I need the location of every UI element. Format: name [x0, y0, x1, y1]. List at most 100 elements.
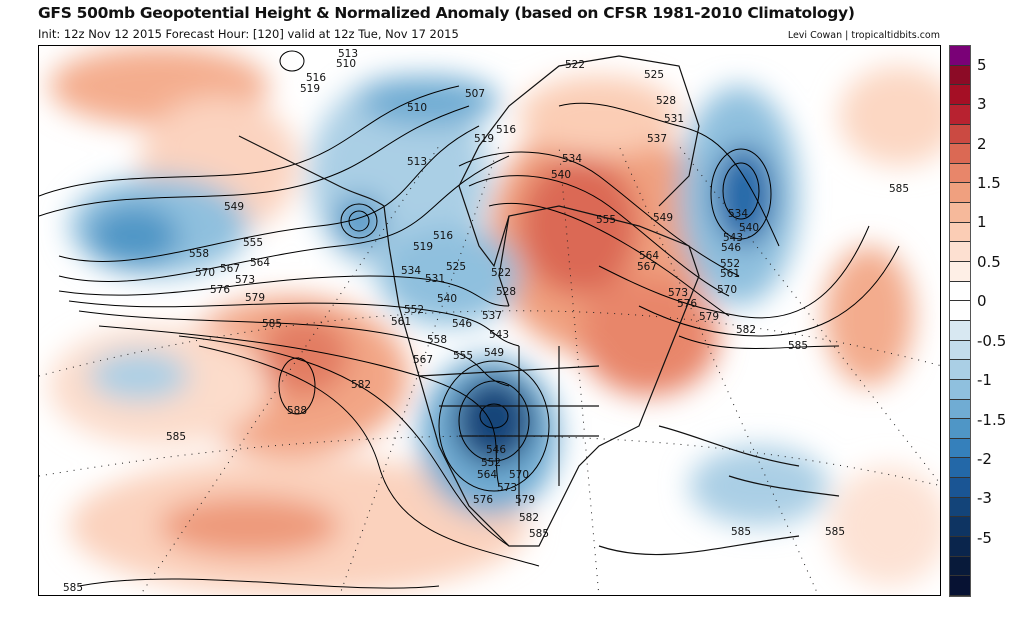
contour-label: 546 — [721, 242, 741, 254]
colorbar-segment — [950, 144, 970, 164]
contour-label: 585 — [63, 582, 83, 594]
contour-label: 573 — [497, 482, 517, 494]
contour-label: 549 — [653, 212, 673, 224]
contour-label: 543 — [489, 329, 509, 341]
colorbar-segment — [950, 301, 970, 321]
contour-label: 540 — [551, 169, 571, 181]
contour-label: 585 — [529, 528, 549, 540]
colorbar-segment — [950, 379, 970, 400]
contour-label: 534 — [728, 208, 748, 220]
contour-label: 531 — [425, 273, 445, 285]
contour-label: 564 — [477, 469, 497, 481]
contour-label: 519 — [474, 133, 494, 145]
contour-label: 582 — [736, 324, 756, 336]
colorbar-segment — [950, 537, 970, 557]
contour-label: 567 — [220, 263, 240, 275]
contour-label: 528 — [496, 286, 516, 298]
colorbar-segment — [950, 556, 970, 577]
contour-label: 552 — [481, 457, 501, 469]
contour-label: 579 — [515, 494, 535, 506]
colorbar-segment — [950, 340, 970, 361]
contour-label: 573 — [235, 274, 255, 286]
chart-title: GFS 500mb Geopotential Height & Normaliz… — [38, 4, 855, 22]
contour-label: 543 — [723, 232, 743, 244]
colorbar-tick-label: 3 — [977, 95, 987, 114]
contour-label: 516 — [306, 72, 326, 84]
colorbar-segment — [950, 85, 970, 105]
colorbar-tick-label: 5 — [977, 55, 987, 74]
contour-label: 582 — [519, 512, 539, 524]
contour-label: 513 — [407, 156, 427, 168]
contour-label: 552 — [404, 304, 424, 316]
contour-label: 513 — [338, 48, 358, 60]
contour-label: 570 — [717, 284, 737, 296]
colorbar-tick-label: 2 — [977, 134, 987, 153]
colorbar-segment — [950, 65, 970, 86]
colorbar-segment — [950, 203, 970, 223]
contour-label: 525 — [446, 261, 466, 273]
contour-label: 534 — [401, 265, 421, 277]
colorbar-tick-label: -5 — [977, 528, 992, 547]
anomaly-map: 513 510 516 519 507 510 513 549 555 558 564 567 570 5… — [38, 45, 941, 596]
colorbar — [949, 45, 971, 597]
colorbar-segment — [950, 124, 970, 145]
colorbar-tick-label: 1 — [977, 213, 987, 232]
contour-label: 546 — [486, 444, 506, 456]
contour-label: 585 — [825, 526, 845, 538]
forecast-info: Init: 12z Nov 12 2015 Forecast Hour: [12… — [38, 27, 459, 41]
contour-label: 588 — [287, 405, 307, 417]
colorbar-segment — [950, 320, 970, 341]
colorbar-segment — [950, 497, 970, 518]
contour-label: 567 — [637, 261, 657, 273]
colorbar-segment — [950, 104, 970, 125]
contour-label: 540 — [739, 222, 759, 234]
contour-label: 585 — [889, 183, 909, 195]
colorbar-segment — [950, 262, 970, 282]
colorbar-tick-label: 0.5 — [977, 252, 1001, 271]
contour-label: 540 — [437, 293, 457, 305]
contour-label: 576 — [677, 298, 697, 310]
contour-label: 549 — [224, 201, 244, 213]
contour-label: 585 — [731, 526, 751, 538]
contour-label: 528 — [656, 95, 676, 107]
credit-text: Levi Cowan | tropicaltidbits.com — [787, 30, 940, 41]
contour-label: 567 — [413, 354, 433, 366]
contour-label: 507 — [465, 88, 485, 100]
contour-label: 564 — [639, 250, 659, 262]
coastlines — [238, 55, 840, 556]
contour-label: 579 — [245, 292, 265, 304]
contour-label: 579 — [699, 311, 719, 323]
contour-label: 555 — [243, 237, 263, 249]
contour-label: 546 — [452, 318, 472, 330]
colorbar-segment — [950, 399, 970, 420]
contour-label: 519 — [413, 241, 433, 253]
contour-label: 573 — [668, 287, 688, 299]
contour-label: 585 — [262, 318, 282, 330]
contour-label: 570 — [195, 267, 215, 279]
contour-label: 516 — [496, 124, 516, 136]
contour-label: 555 — [453, 350, 473, 362]
contour-label: 525 — [644, 69, 664, 81]
contour-label: 510 — [407, 102, 427, 114]
colorbar-segment — [950, 281, 970, 302]
colorbar-segment — [950, 478, 970, 498]
contour-label: 522 — [565, 59, 585, 71]
contour-label: 570 — [509, 469, 529, 481]
contour-label: 585 — [166, 431, 186, 443]
contour-label: 564 — [250, 257, 270, 269]
height-contours — [39, 50, 900, 589]
colorbar-segment — [950, 419, 970, 439]
contour-label: 534 — [562, 153, 582, 165]
contour-label: 576 — [473, 494, 493, 506]
colorbar-tick-label: 1.5 — [977, 174, 1001, 192]
colorbar-segment — [950, 458, 970, 479]
contour-label: 510 — [336, 58, 356, 70]
contour-label: 537 — [647, 133, 667, 145]
contour-label: 552 — [720, 258, 740, 270]
contour-label: 561 — [720, 268, 740, 280]
colorbar-segment — [950, 163, 970, 184]
colorbar-segment — [950, 438, 970, 459]
contour-label: 522 — [491, 267, 511, 279]
contour-label: 585 — [788, 340, 808, 352]
